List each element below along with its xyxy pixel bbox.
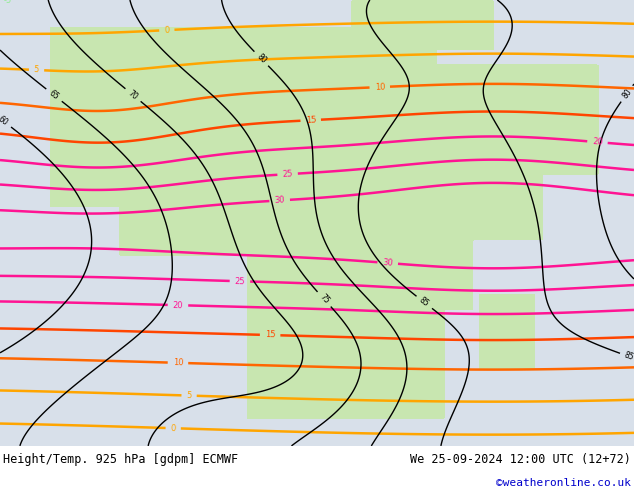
Text: 5: 5 [34,65,39,74]
Text: 65: 65 [48,89,61,102]
Text: 15: 15 [265,330,276,340]
Text: 85: 85 [418,296,431,309]
Text: 20: 20 [172,300,183,310]
Text: -5: -5 [4,0,12,5]
Text: 60: 60 [0,115,10,127]
Text: ©weatheronline.co.uk: ©weatheronline.co.uk [496,478,631,488]
Text: We 25-09-2024 12:00 UTC (12+72): We 25-09-2024 12:00 UTC (12+72) [410,453,631,466]
Text: 25: 25 [282,170,293,179]
Text: Height/Temp. 925 hPa [gdpm] ECMWF: Height/Temp. 925 hPa [gdpm] ECMWF [3,453,238,466]
Text: 85: 85 [623,351,634,363]
Text: 75: 75 [318,293,331,306]
Text: 10: 10 [374,82,385,92]
Text: 20: 20 [592,137,603,147]
Text: 25: 25 [235,276,245,286]
Text: 15: 15 [305,116,316,125]
Text: 30: 30 [382,258,393,268]
Text: 0: 0 [171,424,176,433]
Text: 10: 10 [172,358,183,368]
Text: 30: 30 [274,196,285,205]
Text: 80: 80 [621,87,633,100]
Text: 0: 0 [164,25,170,35]
Text: 70: 70 [126,89,139,101]
Text: 80: 80 [255,52,268,65]
Text: 5: 5 [186,391,192,400]
